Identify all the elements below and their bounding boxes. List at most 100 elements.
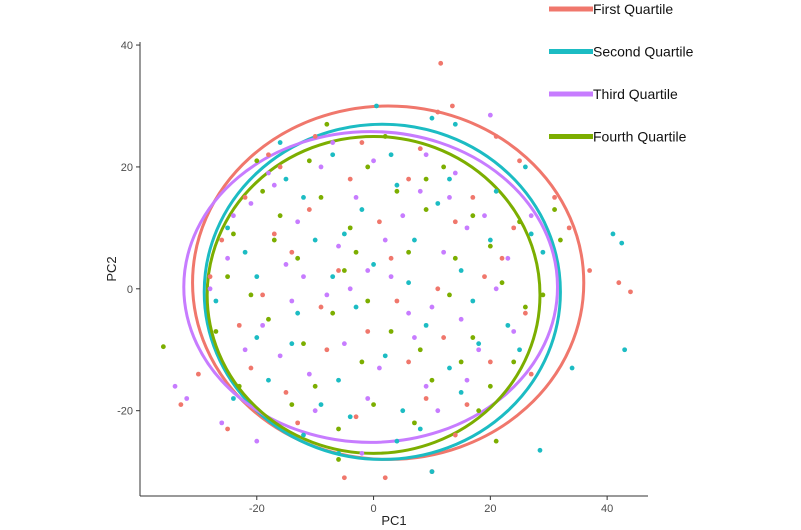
scatter-point-series-1 bbox=[566, 225, 572, 231]
scatter-point-series-3 bbox=[283, 262, 289, 267]
scatter-point-series-4 bbox=[517, 219, 522, 225]
scatter-point-series-2 bbox=[423, 322, 429, 328]
scatter-point-series-4 bbox=[289, 402, 295, 407]
scatter-point-series-1 bbox=[587, 268, 593, 273]
scatter-point-series-4 bbox=[382, 134, 388, 139]
scatter-point-series-4 bbox=[429, 377, 435, 383]
scatter-point-series-4 bbox=[160, 344, 166, 350]
scatter-point-series-2 bbox=[295, 310, 301, 316]
scatter-point-series-2 bbox=[336, 450, 341, 456]
scatter-point-series-3 bbox=[312, 408, 318, 414]
scatter-point-series-4 bbox=[493, 438, 499, 444]
scatter-point-series-3 bbox=[260, 322, 266, 328]
scatter-point-series-4 bbox=[295, 255, 301, 261]
scatter-point-series-3 bbox=[482, 213, 487, 219]
scatter-point-series-1 bbox=[341, 475, 347, 481]
scatter-point-series-1 bbox=[277, 164, 283, 170]
scatter-point-series-1 bbox=[394, 298, 400, 304]
scatter-point-series-2 bbox=[330, 274, 336, 280]
legend-label: First Quartile bbox=[593, 1, 673, 17]
scatter-point-series-1 bbox=[452, 432, 458, 438]
scatter-point-series-3 bbox=[406, 310, 411, 316]
scatter-point-series-2 bbox=[225, 225, 230, 231]
ellipse-series-3 bbox=[182, 130, 559, 444]
scatter-point-series-2 bbox=[540, 249, 546, 255]
scatter-point-series-1 bbox=[219, 237, 225, 243]
scatter-point-series-4 bbox=[225, 274, 230, 280]
scatter-point-series-2 bbox=[476, 341, 482, 347]
scatter-point-series-1 bbox=[318, 304, 324, 310]
scatter-point-series-2 bbox=[458, 268, 464, 273]
scatter-point-series-4 bbox=[336, 457, 341, 462]
scatter-point-series-2 bbox=[406, 280, 411, 286]
scatter-point-series-4 bbox=[324, 121, 330, 127]
scatter-point-series-4 bbox=[359, 359, 365, 365]
scatter-point-series-2 bbox=[447, 365, 452, 371]
scatter-point-series-1 bbox=[271, 231, 277, 237]
scatter-point-series-4 bbox=[266, 316, 271, 322]
scatter-point-series-2 bbox=[412, 237, 417, 243]
scatter-point-series-4 bbox=[458, 359, 464, 365]
scatter-point-series-1 bbox=[365, 329, 371, 334]
scatter-point-series-1 bbox=[353, 414, 359, 420]
scatter-point-series-2 bbox=[517, 347, 522, 353]
scatter-point-series-4 bbox=[388, 329, 394, 334]
scatter-point-series-3 bbox=[487, 112, 493, 118]
scatter-point-series-3 bbox=[365, 396, 371, 401]
scatter-point-series-3 bbox=[371, 158, 376, 164]
scatter-point-series-2 bbox=[429, 469, 435, 475]
scatter-point-series-1 bbox=[517, 158, 522, 164]
y-tick-label: 40 bbox=[121, 40, 133, 52]
scatter-point-series-1 bbox=[260, 292, 266, 298]
scatter-point-series-1 bbox=[242, 194, 248, 200]
scatter-point-series-1 bbox=[388, 255, 394, 261]
scatter-point-series-2 bbox=[528, 231, 534, 237]
scatter-point-series-2 bbox=[301, 194, 306, 200]
scatter-point-series-3 bbox=[464, 225, 470, 231]
scatter-point-series-2 bbox=[336, 377, 341, 383]
scatter-point-series-3 bbox=[429, 304, 435, 310]
scatter-point-series-3 bbox=[324, 292, 330, 298]
scatter-point-series-3 bbox=[505, 255, 511, 261]
scatter-point-series-4 bbox=[336, 426, 341, 432]
scatter-point-series-2 bbox=[371, 262, 376, 267]
scatter-point-series-1 bbox=[207, 274, 213, 280]
y-axis-title: PC2 bbox=[104, 256, 119, 281]
scatter-point-series-4 bbox=[341, 268, 347, 273]
scatter-point-series-2 bbox=[417, 426, 423, 432]
scatter-point-series-2 bbox=[447, 176, 452, 182]
scatter-point-series-4 bbox=[394, 188, 400, 194]
scatter-point-series-3 bbox=[511, 329, 517, 334]
scatter-point-series-3 bbox=[458, 316, 464, 322]
scatter-point-series-3 bbox=[423, 152, 429, 158]
scatter-point-series-1 bbox=[616, 280, 622, 286]
x-axis-title: PC1 bbox=[381, 513, 406, 528]
scatter-point-series-1 bbox=[283, 390, 289, 395]
scatter-point-series-1 bbox=[522, 310, 528, 316]
legend: First Quartile Second Quartile Third Quart… bbox=[549, 1, 694, 145]
scatter-point-series-1 bbox=[499, 255, 505, 261]
scatter-point-series-4 bbox=[522, 304, 528, 310]
scatter-point-series-4 bbox=[499, 280, 505, 286]
scatter-point-series-2 bbox=[394, 438, 400, 444]
scatter-point-series-4 bbox=[260, 188, 266, 194]
scatter-point-series-3 bbox=[301, 274, 306, 280]
scatter-point-series-4 bbox=[470, 213, 476, 219]
scatter-point-series-2 bbox=[487, 237, 493, 243]
scatter-point-series-1 bbox=[359, 140, 365, 145]
scatter-point-series-1 bbox=[493, 134, 499, 139]
scatter-point-series-2 bbox=[318, 402, 324, 407]
scatter-point-series-4 bbox=[347, 225, 353, 231]
scatter-point-series-2 bbox=[330, 152, 336, 158]
scatter-point-series-2 bbox=[266, 377, 271, 383]
scatter-point-series-4 bbox=[441, 164, 447, 170]
scatter-point-series-1 bbox=[324, 347, 330, 353]
scatter-point-series-4 bbox=[318, 194, 324, 200]
scatter-point-series-4 bbox=[540, 292, 546, 298]
scatter-point-series-4 bbox=[301, 341, 306, 347]
scatter-point-series-1 bbox=[528, 371, 534, 377]
scatter-point-series-3 bbox=[254, 438, 260, 444]
scatter-point-series-1 bbox=[435, 286, 441, 292]
scatter-point-series-4 bbox=[371, 402, 376, 407]
scatter-point-series-3 bbox=[464, 377, 470, 383]
